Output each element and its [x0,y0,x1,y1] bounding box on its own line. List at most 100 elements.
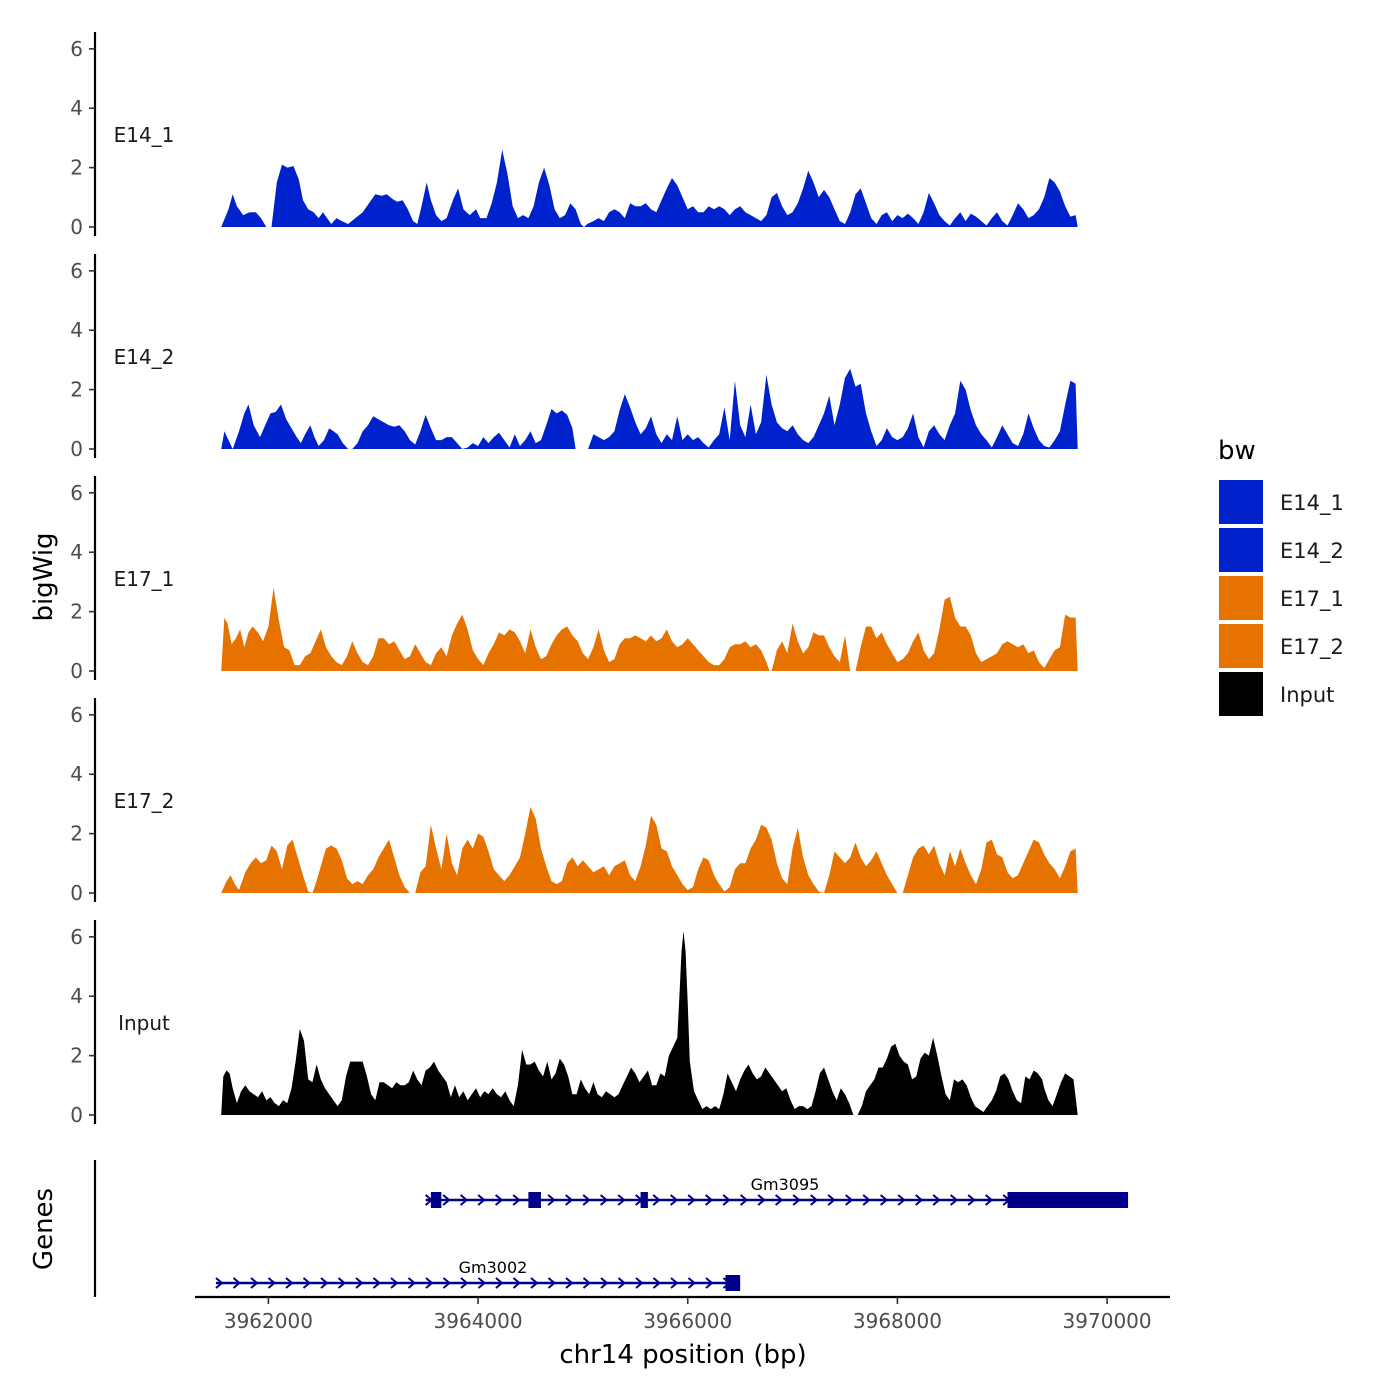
strand-arrow [705,1277,714,1289]
strand-arrow [652,1277,662,1289]
y-tick-label: 0 [70,881,83,905]
strand-arrow [600,1277,609,1289]
legend-title: bw [1218,436,1256,466]
y-tick-label: 0 [70,215,83,239]
strand-arrow [320,1277,329,1289]
strand-arrow [547,1194,556,1206]
strand-arrow [687,1194,696,1206]
strand-arrow [862,1194,871,1206]
strand-arrow [617,1277,627,1289]
gene-exon [1007,1192,1129,1208]
strand-arrow [652,1194,661,1206]
track-E14_2: 0 2 4 6 E14_2 [70,254,1078,461]
strand-arrow [810,1194,819,1206]
legend-swatch-E14_2 [1219,528,1263,572]
strand-arrow [792,1194,801,1206]
track-label: E17_2 [114,789,175,813]
strand-arrow [530,1277,539,1289]
strand-arrow [477,1194,486,1206]
strand-arrow [582,1277,592,1289]
x-tick-label: 3964000 [434,1309,523,1333]
y-tick-label: 2 [70,1044,83,1068]
signal-tracks: 0 2 4 6 E14_1 0 2 4 6 E14_2 0 2 4 6 E17_1 0 2 4 6 E17_2 0 2 4 6… [70,32,1078,1127]
strand-arrow [845,1194,854,1206]
x-axis: 3962000 3964000 3966000 3968000 3970000 [195,1295,1170,1333]
x-tick-label: 3970000 [1063,1309,1152,1333]
signal-area-E17_2 [221,806,1078,893]
strand-arrow [705,1194,714,1206]
strand-arrow [495,1194,504,1206]
strand-arrow [390,1277,399,1289]
strand-arrow [775,1194,784,1206]
legend-label-Input: Input [1280,683,1334,707]
strand-arrow [495,1277,504,1289]
y-tick-label: 4 [70,96,83,120]
gene-Gm3095: Gm3095 [425,1175,1129,1208]
track-label: E17_1 [114,567,175,591]
signal-area-E14_1 [221,149,1078,227]
gene-exon [640,1192,648,1208]
y-tick-label: 2 [70,156,83,180]
gene-label: Gm3002 [459,1258,528,1277]
strand-arrow [722,1194,731,1206]
signal-area-E14_2 [221,368,1078,449]
signal-area-E17_1 [221,587,1078,671]
strand-arrow [250,1277,259,1289]
y-tick-label: 4 [70,762,83,786]
y-axis-title: bigWig [29,532,59,621]
x-tick-label: 3968000 [853,1309,942,1333]
strand-arrow [582,1194,591,1206]
strand-arrow [355,1277,364,1289]
strand-arrow [670,1277,679,1289]
track-E17_1: 0 2 4 6 E17_1 [70,476,1078,683]
y-tick-label: 2 [70,822,83,846]
y-tick-label: 2 [70,378,83,402]
strand-arrow [565,1277,574,1289]
genes-axis-title: Genes [29,1188,59,1270]
strand-arrow [897,1194,906,1206]
y-tick-label: 4 [70,540,83,564]
y-tick-label: 2 [70,600,83,624]
legend-swatch-E14_1 [1219,480,1263,524]
strand-arrow [477,1277,487,1289]
legend: bw E14_1 E14_2 E17_1 E17_2 Input [1218,436,1344,716]
strand-arrow [880,1194,889,1206]
strand-arrow [687,1277,697,1289]
gene-label: Gm3095 [751,1175,820,1194]
x-tick-label: 3962000 [224,1309,313,1333]
strand-arrow [757,1194,766,1206]
strand-arrow [827,1194,836,1206]
strand-arrow [740,1194,749,1206]
strand-arrow [967,1194,976,1206]
gene-Gm3002: Gm3002 [215,1258,741,1291]
strand-arrow [915,1194,924,1206]
strand-arrow [600,1194,609,1206]
gene-exon [528,1192,541,1208]
strand-arrow [547,1277,557,1289]
y-tick-label: 4 [70,318,83,342]
strand-arrow [985,1194,994,1206]
track-label: Input [118,1011,170,1035]
strand-arrow [442,1277,452,1289]
track-label: E14_1 [114,123,175,147]
strand-arrow [232,1277,242,1289]
track-E14_1: 0 2 4 6 E14_1 [70,32,1078,239]
strand-arrow [670,1194,679,1206]
y-tick-label: 6 [70,481,83,505]
legend-label-E14_1: E14_1 [1280,491,1344,516]
track-Input: 0 2 4 6 Input [70,920,1078,1127]
strand-arrow [460,1277,469,1289]
strand-arrow [460,1194,469,1206]
legend-label-E17_2: E17_2 [1280,635,1344,660]
strand-arrow [635,1277,644,1289]
strand-arrow [512,1277,522,1289]
strand-arrow [215,1277,224,1289]
y-tick-label: 6 [70,259,83,283]
x-tick-label: 3966000 [643,1309,732,1333]
gene-exon [430,1192,442,1208]
strand-arrow [372,1277,382,1289]
strand-arrow [565,1194,574,1206]
signal-area-Input [221,930,1078,1115]
